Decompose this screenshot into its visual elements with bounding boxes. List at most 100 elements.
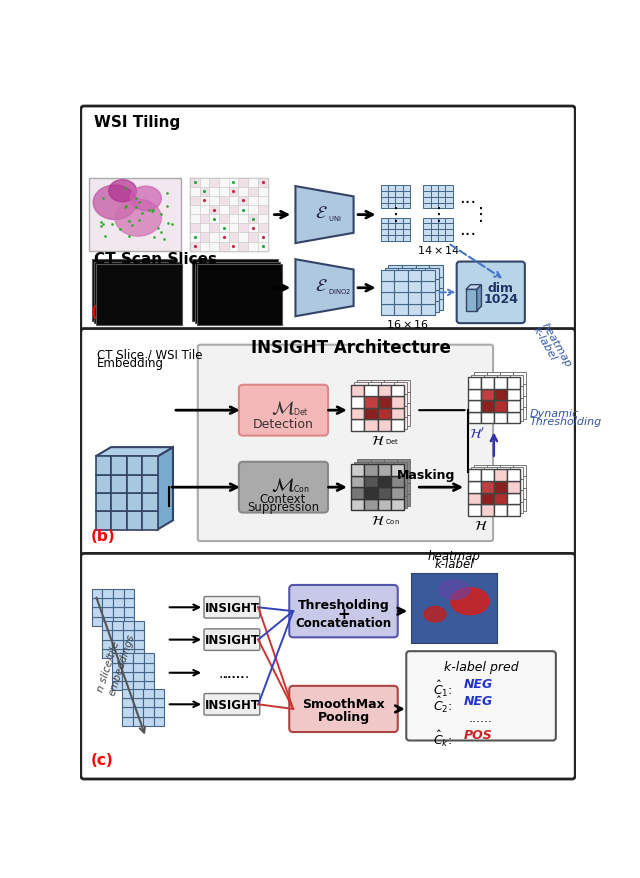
FancyBboxPatch shape [204,694,260,716]
Bar [122,716,132,726]
Bar [154,698,164,708]
Text: INSIGHT: INSIGHT [204,601,259,614]
Text: $\hat{C}_k$:: $\hat{C}_k$: [433,729,453,748]
Bar [474,616,481,623]
Text: +: + [337,606,350,621]
FancyBboxPatch shape [239,462,328,513]
Bar [193,260,278,321]
Bar [443,609,451,616]
Bar [258,188,268,197]
Bar [248,197,258,205]
Bar [364,397,378,408]
FancyBboxPatch shape [204,597,260,618]
Bar [397,471,410,483]
Ellipse shape [128,285,136,291]
Bar [474,602,481,609]
Bar [96,264,182,326]
Bar [412,581,419,588]
Bar [358,471,371,483]
Bar [239,234,248,242]
Bar [487,407,500,419]
Bar [396,224,403,230]
Bar [154,716,164,726]
Bar [133,681,144,691]
Bar [467,378,481,389]
Bar [474,581,481,588]
Bar [132,689,143,698]
FancyBboxPatch shape [204,630,260,651]
Text: ⋮: ⋮ [387,205,405,224]
Bar [219,242,229,251]
Bar [402,288,415,299]
Bar [435,616,443,623]
Bar [113,599,124,608]
Bar [474,477,487,488]
Bar [403,224,410,230]
Bar [111,493,127,512]
Bar [200,205,209,215]
Bar [384,494,397,506]
Bar [458,623,466,630]
Bar [445,192,452,198]
Bar [209,188,219,197]
Bar [419,630,428,637]
Bar [466,588,474,595]
Bar [408,282,421,293]
Bar [190,234,200,242]
Bar [428,609,435,616]
Bar [229,224,239,234]
Bar [200,188,209,197]
Bar [143,708,154,716]
Bar [489,574,497,581]
Bar [481,581,489,588]
Bar [403,186,410,192]
Bar [423,186,431,192]
Bar [510,410,524,421]
Bar [489,623,497,630]
Bar [381,224,388,230]
Bar [507,481,520,493]
Bar [481,574,489,581]
Bar [412,574,419,581]
Bar [435,581,443,588]
Bar [419,595,428,602]
Bar [95,475,111,493]
Text: INSIGHT: INSIGHT [204,633,259,646]
Bar [351,397,364,408]
Bar [351,408,364,420]
Bar [190,257,275,320]
Bar [209,197,219,205]
Bar [388,266,402,277]
Bar [351,420,364,431]
Bar [134,622,145,630]
Bar [484,502,497,514]
Bar [95,512,111,530]
Bar [494,470,507,481]
Bar [402,299,415,311]
Bar [412,609,419,616]
Text: ......: ...... [223,666,250,680]
Bar [510,375,524,387]
Bar [133,654,144,663]
Bar [123,630,134,640]
Bar [497,491,510,502]
Bar [489,588,497,595]
Bar [419,637,428,644]
Bar [371,471,384,483]
Bar [451,616,458,623]
Bar [388,204,396,209]
Bar [500,477,513,488]
Bar [408,293,421,304]
Bar [378,420,391,431]
Bar [134,640,145,649]
Bar [239,242,248,251]
Bar [423,235,431,241]
Bar [388,277,402,288]
Bar [423,219,431,224]
Bar [132,698,143,708]
Ellipse shape [209,271,230,298]
Bar [497,387,510,399]
Bar [92,599,102,608]
Bar [458,574,466,581]
Bar [435,609,443,616]
